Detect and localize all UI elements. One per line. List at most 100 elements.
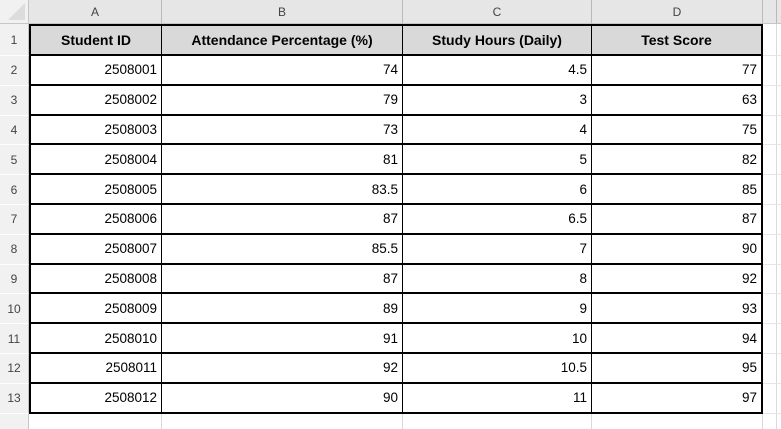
table-row: 12 2508011 92 10.5 95	[0, 353, 781, 384]
row-header-partial	[0, 413, 29, 429]
cell-test-score[interactable]: 95	[592, 353, 763, 384]
cell-attendance[interactable]: 81	[162, 145, 403, 176]
header-cell-attendance[interactable]: Attendance Percentage (%)	[162, 24, 403, 56]
row-header-6[interactable]: 6	[0, 175, 29, 205]
cell-student-id[interactable]: 2508002	[29, 85, 162, 116]
cell-attendance[interactable]: 87	[162, 204, 403, 235]
cell-student-id[interactable]: 2508009	[29, 294, 162, 325]
cell-study-hours[interactable]: 11	[403, 383, 592, 414]
table-row: 7 2508006 87 6.5 87	[0, 204, 781, 235]
cell-student-id[interactable]: 2508007	[29, 234, 162, 265]
cell-study-hours[interactable]: 4	[403, 115, 592, 146]
column-header-a[interactable]: A	[29, 0, 162, 24]
empty-cell[interactable]	[763, 175, 781, 205]
table-row: 11 2508010 91 10 94	[0, 324, 781, 354]
cell-student-id[interactable]: 2508010	[29, 324, 162, 354]
cell-attendance[interactable]: 83.5	[162, 175, 403, 205]
empty-cell	[162, 413, 403, 429]
row-header-5[interactable]: 5	[0, 145, 29, 176]
cell-study-hours[interactable]: 8	[403, 264, 592, 295]
empty-cell[interactable]	[763, 324, 781, 354]
cell-test-score[interactable]: 82	[592, 145, 763, 176]
empty-cell[interactable]	[763, 145, 781, 176]
empty-cell	[592, 413, 763, 429]
cell-study-hours[interactable]: 5	[403, 145, 592, 176]
row-header-9[interactable]: 9	[0, 264, 29, 295]
cell-study-hours[interactable]: 4.5	[403, 56, 592, 86]
cell-attendance[interactable]: 79	[162, 85, 403, 116]
cell-student-id[interactable]: 2508008	[29, 264, 162, 295]
cell-student-id[interactable]: 2508012	[29, 383, 162, 414]
cell-study-hours[interactable]: 6	[403, 175, 592, 205]
cell-attendance[interactable]: 91	[162, 324, 403, 354]
cell-attendance[interactable]: 87	[162, 264, 403, 295]
empty-cell[interactable]	[763, 115, 781, 146]
cell-test-score[interactable]: 87	[592, 204, 763, 235]
cell-student-id[interactable]: 2508011	[29, 353, 162, 384]
row-header-10[interactable]: 10	[0, 294, 29, 325]
empty-cell	[763, 413, 781, 429]
row-header-3[interactable]: 3	[0, 85, 29, 116]
cell-study-hours[interactable]: 10	[403, 324, 592, 354]
row-header-4[interactable]: 4	[0, 115, 29, 146]
select-all-button[interactable]	[0, 0, 29, 24]
table-row: 4 2508003 73 4 75	[0, 115, 781, 146]
empty-cell[interactable]	[763, 294, 781, 325]
empty-cell	[29, 413, 162, 429]
empty-cell[interactable]	[763, 383, 781, 414]
cell-student-id[interactable]: 2508003	[29, 115, 162, 146]
cell-attendance[interactable]: 90	[162, 383, 403, 414]
table-row: 13 2508012 90 11 97	[0, 383, 781, 414]
cell-test-score[interactable]: 75	[592, 115, 763, 146]
cell-study-hours[interactable]: 3	[403, 85, 592, 116]
cell-attendance[interactable]: 89	[162, 294, 403, 325]
table-row: 9 2508008 87 8 92	[0, 264, 781, 295]
row-header-13[interactable]: 13	[0, 383, 29, 414]
column-header-b[interactable]: B	[162, 0, 403, 24]
header-cell-student-id[interactable]: Student ID	[29, 24, 162, 56]
cell-test-score[interactable]: 63	[592, 85, 763, 116]
table-row: 10 2508009 89 9 93	[0, 294, 781, 325]
cell-student-id[interactable]: 2508004	[29, 145, 162, 176]
column-header-d[interactable]: D	[592, 0, 763, 24]
cell-test-score[interactable]: 90	[592, 234, 763, 265]
empty-cell[interactable]	[763, 353, 781, 384]
empty-cell[interactable]	[763, 24, 781, 56]
cell-attendance[interactable]: 85.5	[162, 234, 403, 265]
row-header-12[interactable]: 12	[0, 353, 29, 384]
empty-cell[interactable]	[763, 204, 781, 235]
select-all-triangle-icon	[8, 3, 25, 20]
cell-test-score[interactable]: 77	[592, 56, 763, 86]
cell-test-score[interactable]: 94	[592, 324, 763, 354]
empty-cell[interactable]	[763, 264, 781, 295]
empty-cell[interactable]	[763, 85, 781, 116]
row-header-2[interactable]: 2	[0, 56, 29, 86]
cell-test-score[interactable]: 97	[592, 383, 763, 414]
cell-student-id[interactable]: 2508001	[29, 56, 162, 86]
cell-test-score[interactable]: 85	[592, 175, 763, 205]
cell-test-score[interactable]: 93	[592, 294, 763, 325]
cell-study-hours[interactable]: 7	[403, 234, 592, 265]
cell-study-hours[interactable]: 6.5	[403, 204, 592, 235]
row-header-1[interactable]: 1	[0, 24, 29, 56]
cell-student-id[interactable]: 2508005	[29, 175, 162, 205]
cell-study-hours[interactable]: 10.5	[403, 353, 592, 384]
cell-attendance[interactable]: 92	[162, 353, 403, 384]
empty-row-area[interactable]	[0, 413, 781, 429]
row-header-11[interactable]: 11	[0, 324, 29, 354]
header-cell-study-hours[interactable]: Study Hours (Daily)	[403, 24, 592, 56]
cell-test-score[interactable]: 92	[592, 264, 763, 295]
column-header-c[interactable]: C	[403, 0, 592, 24]
cell-attendance[interactable]: 74	[162, 56, 403, 86]
cell-study-hours[interactable]: 9	[403, 294, 592, 325]
cell-attendance[interactable]: 73	[162, 115, 403, 146]
table-row: 5 2508004 81 5 82	[0, 145, 781, 176]
cell-student-id[interactable]: 2508006	[29, 204, 162, 235]
header-row: 1 Student ID Attendance Percentage (%) S…	[0, 24, 781, 56]
empty-cell[interactable]	[763, 234, 781, 265]
row-header-7[interactable]: 7	[0, 204, 29, 235]
empty-cell[interactable]	[763, 56, 781, 86]
row-header-8[interactable]: 8	[0, 234, 29, 265]
header-cell-test-score[interactable]: Test Score	[592, 24, 763, 56]
